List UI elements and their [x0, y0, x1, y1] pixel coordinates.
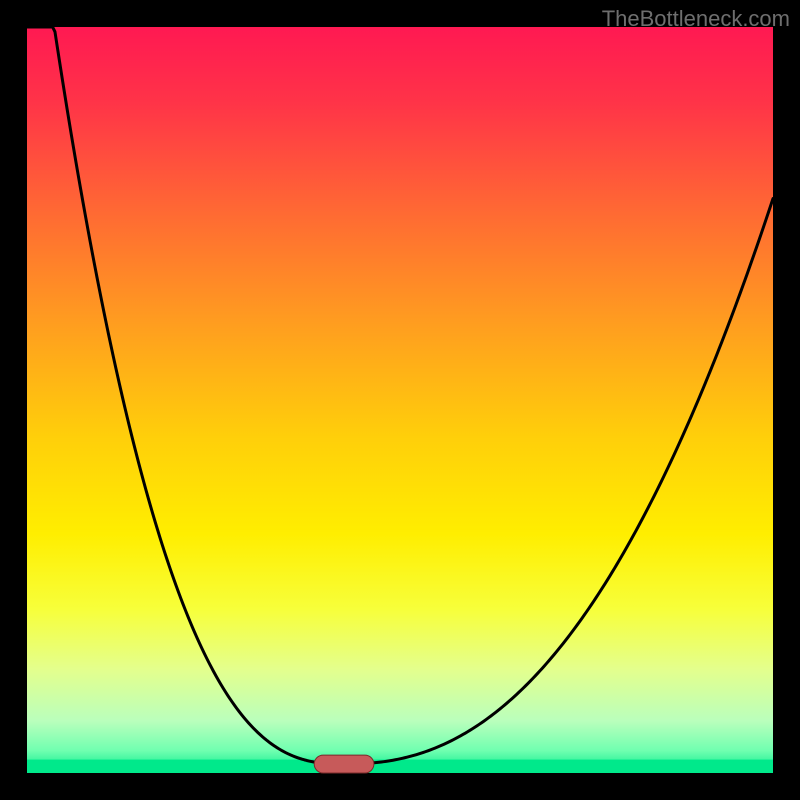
chart-svg: [0, 0, 800, 800]
bottleneck-chart: TheBottleneck.com: [0, 0, 800, 800]
